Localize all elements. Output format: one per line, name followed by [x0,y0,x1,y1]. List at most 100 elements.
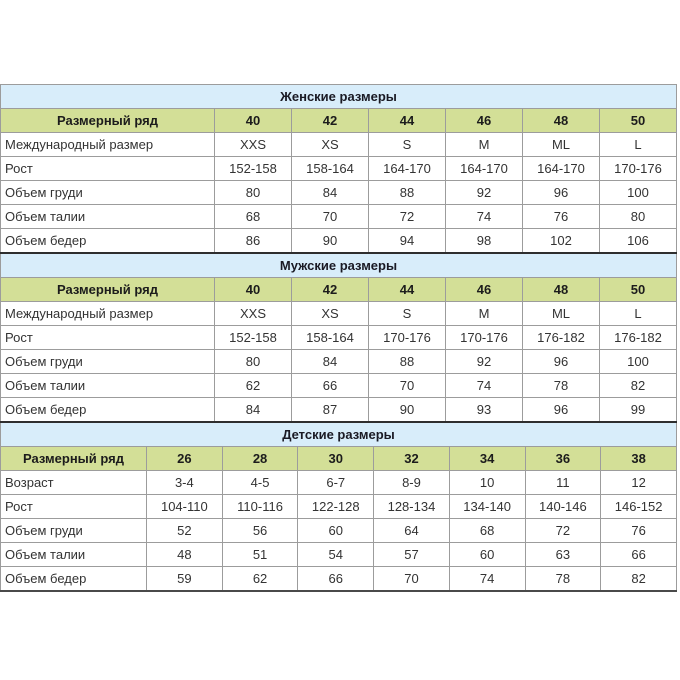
value-cell: 96 [522,180,600,205]
value-cell: 74 [445,373,523,398]
table-row: Объем бедер 84 87 90 93 96 99 [0,397,677,422]
value-cell: 170-176 [599,156,677,181]
value-cell: 92 [445,180,523,205]
section-title: Мужские размеры [0,252,677,278]
row-label-cell: Объем груди [0,180,215,205]
value-cell: 100 [599,349,677,374]
value-cell: 66 [297,566,375,592]
value-cell: 152-158 [214,325,292,350]
table-row: Возраст 3-4 4-5 6-7 8-9 10 11 12 [0,470,677,495]
row-label-cell: Объем бедер [0,228,215,253]
value-cell: 122-128 [297,494,375,519]
value-cell: 164-170 [368,156,446,181]
value-cell: 82 [600,566,677,592]
table-row: Международный размер XXS XS S M ML L [0,301,677,326]
value-cell: 158-164 [291,325,369,350]
size-table-kids: Детские размеры Размерный ряд 26 28 30 32 34 36… [0,421,677,592]
row-label-cell: Объем талии [0,204,215,229]
value-cell: 96 [522,397,600,422]
section-title-row: Детские размеры [0,421,677,447]
table-row: Рост 152-158 158-164 170-176 170-176 176-182 1… [0,325,677,350]
table-row: Объем груди 80 84 88 92 96 100 [0,180,677,205]
size-header-row: Размерный ряд 40 42 44 46 48 50 [0,108,677,133]
value-cell: 164-170 [445,156,523,181]
row-label-cell: Объем груди [0,349,215,374]
value-cell: 66 [291,373,369,398]
value-cell: 104-110 [146,494,223,519]
table-row: Объем бедер 59 62 66 70 74 78 82 [0,566,677,592]
value-cell: 76 [522,204,600,229]
value-cell: 64 [373,518,450,543]
value-cell: 72 [368,204,446,229]
value-cell: 134-140 [448,494,526,519]
value-cell: 100 [599,180,677,205]
value-cell: 170-176 [368,325,446,350]
size-header-row: Размерный ряд 26 28 30 32 34 36 38 [0,446,677,471]
value-cell: 84 [214,397,292,422]
size-header-cell: 30 [297,446,375,471]
value-cell: 80 [599,204,677,229]
table-row: Объем груди 52 56 60 64 68 72 76 [0,518,677,543]
value-cell: 88 [368,180,446,205]
value-cell: 11 [524,470,602,495]
value-cell: 84 [291,180,369,205]
value-cell: 76 [600,518,677,543]
value-cell: 51 [221,542,299,567]
size-header-cell: 40 [214,277,292,302]
value-cell: M [445,132,523,157]
value-cell: M [445,301,523,326]
row-label-cell: Объем бедер [0,397,215,422]
size-header-cell: 38 [600,446,677,471]
row-label-cell: Возраст [0,470,147,495]
value-cell: 86 [214,228,292,253]
value-cell: 68 [214,204,292,229]
value-cell: 10 [448,470,526,495]
value-cell: XS [291,132,369,157]
row-label-cell: Объем груди [0,518,147,543]
value-cell: 80 [214,180,292,205]
value-cell: S [368,132,446,157]
section-title: Детские размеры [0,421,677,447]
size-header-cell: 50 [599,277,677,302]
value-cell: 72 [524,518,602,543]
row-label-cell: Рост [0,156,215,181]
size-header-cell: 36 [524,446,602,471]
value-cell: 60 [297,518,375,543]
size-header-label: Размерный ряд [0,108,215,133]
value-cell: 93 [445,397,523,422]
value-cell: 78 [524,566,602,592]
value-cell: 96 [522,349,600,374]
size-header-cell: 48 [522,277,600,302]
value-cell: XXS [214,301,292,326]
size-header-cell: 26 [146,446,223,471]
value-cell: 63 [524,542,602,567]
table-row: Рост 152-158 158-164 164-170 164-170 164-170 1… [0,156,677,181]
value-cell: 57 [373,542,450,567]
size-header-cell: 32 [373,446,450,471]
value-cell: 62 [214,373,292,398]
value-cell: 90 [291,228,369,253]
row-label-cell: Международный размер [0,301,215,326]
row-label-cell: Объем бедер [0,566,147,592]
table-row: Объем талии 68 70 72 74 76 80 [0,204,677,229]
value-cell: 66 [600,542,677,567]
value-cell: 82 [599,373,677,398]
table-row: Объем груди 80 84 88 92 96 100 [0,349,677,374]
size-header-cell: 42 [291,108,369,133]
row-label-cell: Международный размер [0,132,215,157]
value-cell: 70 [373,566,450,592]
value-cell: 99 [599,397,677,422]
value-cell: 3-4 [146,470,223,495]
value-cell: 48 [146,542,223,567]
size-header-cell: 48 [522,108,600,133]
value-cell: XXS [214,132,292,157]
table-row: Объем талии 48 51 54 57 60 63 66 [0,542,677,567]
value-cell: 59 [146,566,223,592]
section-title-row: Женские размеры [0,84,677,109]
value-cell: 140-146 [524,494,602,519]
value-cell: 98 [445,228,523,253]
value-cell: 74 [448,566,526,592]
size-header-cell: 44 [368,108,446,133]
table-row: Рост 104-110 110-116 122-128 128-134 134-140 1… [0,494,677,519]
